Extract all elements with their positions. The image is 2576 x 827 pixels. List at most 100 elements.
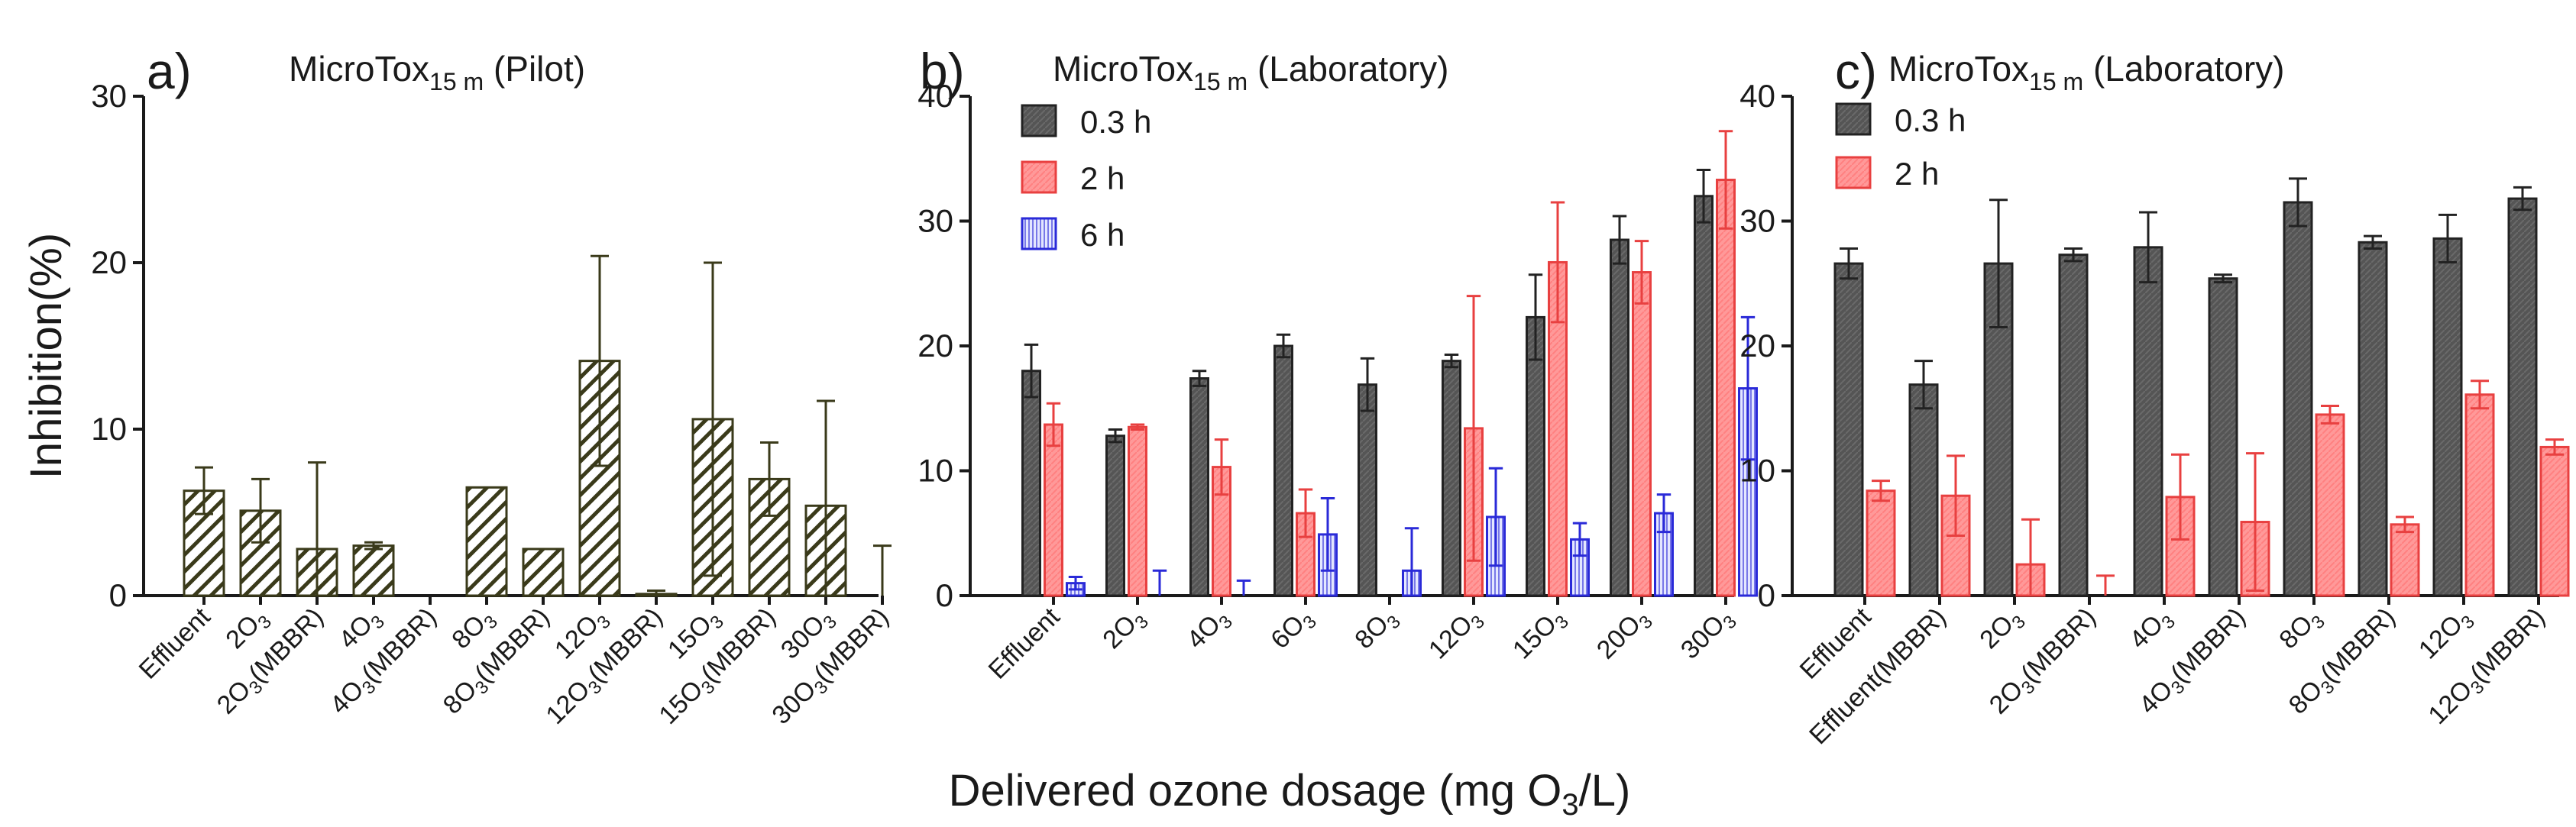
category-label: 12O3: [1423, 602, 1489, 668]
legend-swatch: [1021, 217, 1057, 250]
bar: [1983, 262, 2014, 597]
y-axis-label: Inhibition(%): [21, 233, 71, 479]
legend-swatch: [1835, 156, 1872, 189]
category-label: Effluent: [134, 602, 216, 684]
bar: [1908, 383, 1939, 597]
category-label-part: (MBBR): [469, 602, 555, 688]
bar: [2358, 241, 2388, 597]
bar: [2208, 277, 2238, 597]
legend-label: 2 h: [1895, 156, 1939, 192]
category-label-part: (MBBR): [2015, 602, 2101, 688]
category-label: 15O3: [1507, 602, 1573, 668]
bar: [1694, 195, 1714, 597]
bar: [2315, 413, 2345, 597]
legend-swatch: [1021, 104, 1057, 137]
bar: [1189, 377, 1209, 597]
y-tick-label: 10: [91, 411, 127, 447]
y-tick-label: 30: [91, 78, 127, 114]
x-axis-label-prefix: Delivered ozone dosage (mg O: [949, 766, 1562, 816]
category-label-part: (MBBR): [2464, 602, 2550, 688]
category-label: 2O3: [1974, 602, 2030, 658]
category-label: 4O3: [1181, 602, 1237, 658]
legend-label: 0.3 h: [1080, 104, 1151, 140]
panel-c-title-rest: (Laboratory): [2083, 49, 2284, 89]
bar: [2432, 237, 2463, 597]
bar: [352, 544, 395, 597]
category-label-part: Effluent: [134, 602, 216, 684]
panel-c-title: MicroTox15 m (Laboratory): [1888, 49, 2285, 95]
x-axis-label-suffix: /L): [1579, 766, 1631, 816]
panel-b-title-sub: 15 m: [1193, 68, 1248, 95]
panel-a-title: MicroTox15 m (Pilot): [289, 49, 585, 95]
bar: [1021, 370, 1041, 597]
bar: [2539, 445, 2570, 597]
bar: [2507, 197, 2538, 597]
category-label: Effluent(MBBR): [1804, 602, 1951, 750]
bar: [1866, 489, 1896, 597]
y-tick-label: 40: [1739, 78, 1775, 114]
y-tick-label: 30: [917, 203, 953, 239]
bar: [1128, 425, 1147, 597]
panel-a-title-main: MicroTox: [289, 49, 429, 89]
category-label: 30O3: [1675, 602, 1741, 668]
panel-c-title-sub: 15 m: [2029, 68, 2083, 95]
category-label: 2O3(MBBR): [212, 602, 332, 723]
bar: [465, 486, 508, 597]
legend-label: 0.3 h: [1895, 102, 1966, 138]
panel-b-title-main: MicroTox: [1053, 49, 1193, 89]
bar: [1105, 434, 1125, 597]
category-label: Effluent: [983, 602, 1066, 684]
x-axis-label: Delivered ozone dosage (mg O3/L): [949, 766, 1631, 822]
bar: [2133, 246, 2163, 597]
bar: [2283, 201, 2313, 597]
panel-b-chart: 0 10 20 30 40 Effluent 2O3 4O3 6O3 8O3 12O3 15O3 20O…: [917, 78, 1758, 685]
category-label: 8O3(MBBR): [438, 602, 558, 723]
category-label: 8O3: [1349, 602, 1405, 658]
bar: [1716, 179, 1736, 597]
bar: [1044, 423, 1063, 597]
y-tick-label: 0: [1758, 577, 1775, 613]
y-tick-label: 10: [1739, 453, 1775, 489]
panel-a-label: a): [147, 43, 192, 99]
category-label-part: (MBBR): [243, 602, 328, 688]
legend-swatch: [1021, 160, 1057, 194]
category-label: 8O3: [2273, 602, 2329, 658]
bar: [1833, 262, 1864, 597]
category-label-part: (MBBR): [2315, 602, 2400, 688]
bar: [2058, 254, 2089, 597]
panel-c-label: c): [1835, 43, 1877, 99]
category-label: 4O3: [2124, 602, 2180, 658]
category-label-part: Effluent: [983, 602, 1066, 684]
y-tick-label: 40: [917, 78, 953, 114]
category-label: 12O3: [2413, 602, 2479, 668]
category-label: 4O3(MBBR): [325, 602, 445, 723]
y-tick-label: 20: [91, 244, 127, 280]
legend-label: 6 h: [1080, 217, 1125, 253]
y-tick-label: 30: [1739, 203, 1775, 239]
bar: [2390, 523, 2420, 597]
bar: [2464, 393, 2495, 597]
category-label: 20O3: [1591, 602, 1657, 668]
panel-c-header: c) MicroTox15 m (Laboratory): [1835, 43, 2285, 99]
panel-a-title-rest: (Pilot): [484, 49, 585, 89]
legend-swatch: [1835, 102, 1872, 136]
y-tick-label: 0: [936, 577, 953, 613]
bar: [522, 548, 565, 597]
bar: [1442, 360, 1461, 597]
bar: [1632, 271, 1652, 597]
panel-b-header: b) MicroTox15 m (Laboratory): [920, 43, 1449, 99]
panel-a-title-sub: 15 m: [429, 68, 484, 95]
category-label: 6O3: [1265, 602, 1321, 658]
category-label-part: (MBBR): [582, 602, 668, 688]
legend-label: 2 h: [1080, 160, 1125, 196]
x-axis-label-sub: 3: [1561, 788, 1578, 822]
panel-b-title: MicroTox15 m (Laboratory): [1053, 49, 1449, 95]
bar: [1610, 238, 1629, 597]
y-tick-label: 20: [917, 328, 953, 363]
category-label-part: Effluent(MBBR): [1804, 602, 1951, 750]
panel-b-label: b): [920, 43, 965, 99]
category-label-part: (MBBR): [695, 602, 781, 688]
bar: [1273, 344, 1293, 597]
